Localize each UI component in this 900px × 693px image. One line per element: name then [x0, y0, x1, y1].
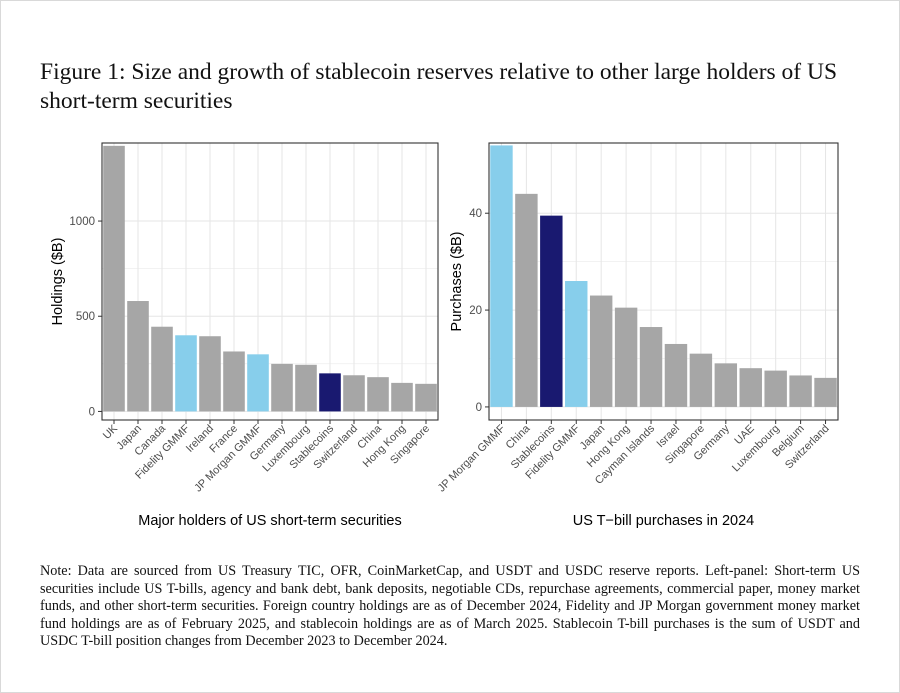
bar-france [223, 351, 245, 412]
bar-uk [103, 145, 125, 412]
bar-japan [127, 301, 149, 412]
bar-israel [664, 343, 688, 407]
y-axis-title: Holdings ($B) [50, 238, 66, 326]
bar-switzerland [814, 377, 837, 407]
bar-china [367, 377, 389, 412]
y-tick-label: 0 [476, 402, 482, 414]
bar-singapore [689, 353, 713, 407]
bar-hong-kong [391, 382, 413, 412]
bar-germany [714, 363, 738, 407]
bar-singapore [415, 383, 437, 412]
y-axis-title: Purchases ($B) [449, 232, 465, 332]
bar-luxembourg [764, 370, 787, 407]
bar-germany [271, 363, 293, 412]
y-tick-label: 20 [469, 305, 482, 317]
bar-cayman-islands [639, 327, 663, 407]
bar-belgium [789, 375, 812, 407]
y-tick-label: 1000 [69, 216, 95, 228]
bar-luxembourg [295, 364, 317, 412]
y-tick-label: 40 [469, 208, 482, 220]
y-tick-label: 500 [76, 311, 95, 323]
figure-note: Note: Data are sourced from US Treasury … [40, 563, 860, 650]
panel-border [101, 142, 439, 421]
bar-fidelity-gmmf [175, 335, 197, 412]
bar-hong-kong [614, 307, 638, 407]
x-axis-title: Major holders of US short-term securitie… [138, 513, 402, 529]
x-axis-title: US T−bill purchases in 2024 [573, 513, 755, 529]
x-tick-label: JP Morgan GMMF [436, 422, 508, 494]
y-tick-label: 0 [89, 406, 95, 418]
panel-border [488, 142, 839, 421]
bar-switzerland [343, 375, 365, 412]
bar-uae [739, 368, 762, 407]
bar-stablecoins [319, 373, 341, 412]
bar-canada [151, 326, 173, 412]
bar-jp-morgan-gmmf [247, 354, 269, 412]
bar-ireland [199, 336, 221, 412]
bar-fidelity-gmmf [565, 281, 588, 407]
bar-china [515, 193, 538, 407]
figure-title: Figure 1: Size and growth of stablecoin … [40, 59, 838, 114]
bar-japan [589, 295, 613, 407]
bar-stablecoins [540, 215, 563, 407]
bar-jp-morgan-gmmf [490, 145, 513, 407]
